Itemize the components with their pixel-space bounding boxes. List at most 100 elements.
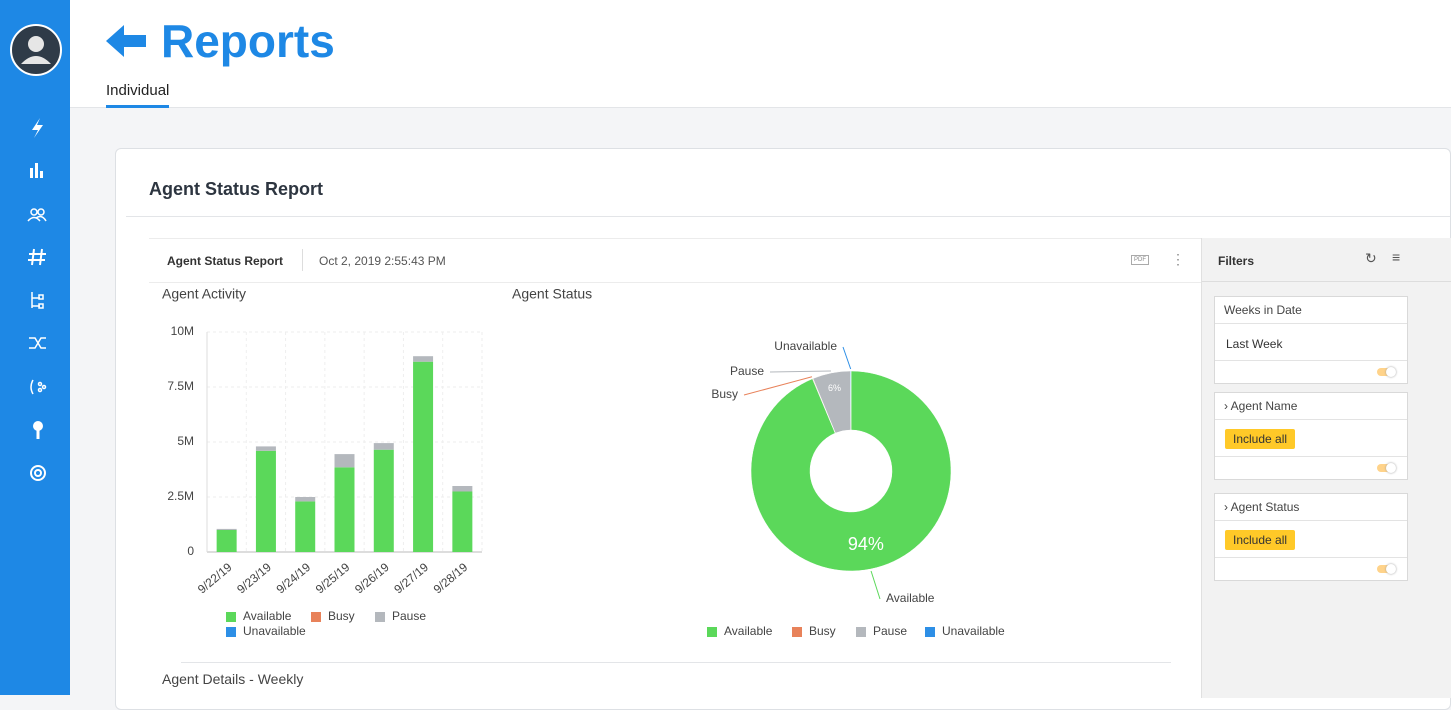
bar-segment — [216, 528, 237, 530]
callout-line — [743, 376, 813, 396]
y-tick-label: 5M — [177, 434, 194, 448]
filter-label-text: Agent Status — [1230, 500, 1300, 514]
filter-body: Include all — [1215, 521, 1407, 558]
nav-icon[interactable] — [27, 208, 47, 222]
bar-segment — [373, 443, 394, 450]
sidebar-icons — [10, 24, 62, 481]
bar-segment — [216, 530, 237, 552]
bar-segment — [452, 491, 473, 552]
y-tick-label: 0 — [187, 544, 194, 558]
callout-label: Unavailable — [774, 339, 837, 353]
legend-swatch — [311, 612, 321, 622]
legend-swatch — [707, 627, 717, 637]
bar-segment — [334, 467, 355, 552]
legend-label: Unavailable — [942, 624, 1005, 638]
x-tick-label: 9/25/19 — [313, 560, 353, 597]
bar-chart: Agent Activity 0 2.5M 5M 7.5M 10M 9/22/19 9/23/… — [162, 286, 483, 638]
nav-icon[interactable] — [31, 292, 44, 309]
callout-label: Busy — [711, 387, 738, 401]
nav-icon[interactable] — [28, 248, 46, 266]
sidebar — [0, 0, 70, 695]
filter-label[interactable]: › Agent Status — [1215, 494, 1407, 521]
legend-label: Available — [243, 609, 292, 623]
nav-icon[interactable] — [33, 421, 43, 439]
legend-label: Busy — [328, 609, 355, 623]
legend-label: Busy — [809, 624, 836, 638]
filter-body: Last Week — [1215, 324, 1407, 361]
toggle[interactable] — [1215, 361, 1407, 383]
nav-icon[interactable] — [30, 379, 47, 395]
bar-segment — [295, 497, 316, 502]
x-tick-label: 9/28/19 — [431, 560, 471, 597]
legend-swatch — [856, 627, 866, 637]
filters-panel: Filters ↻ ≡ Weeks in Date Last Week › Ag… — [1201, 238, 1451, 698]
legend-label: Pause — [873, 624, 907, 638]
bar-segment — [295, 501, 316, 552]
y-tick-label: 10M — [171, 324, 194, 338]
nav-icon[interactable] — [29, 337, 46, 349]
donut-slice — [750, 370, 952, 572]
toolbar-title: Agent Status Report — [167, 254, 284, 268]
filters-title: Filters — [1218, 254, 1255, 268]
menu-button[interactable]: ≡ — [1392, 249, 1401, 265]
filter-label-text: Agent Name — [1230, 399, 1298, 413]
bar-segment — [413, 356, 434, 362]
callout-line — [769, 370, 831, 373]
value-label: 94% — [848, 534, 884, 554]
filter-label[interactable]: › Agent Name — [1215, 393, 1407, 420]
bar-segment — [452, 486, 473, 492]
legend-swatch — [226, 612, 236, 622]
x-tick-label: 9/24/19 — [274, 560, 314, 597]
legend-label: Pause — [392, 609, 426, 623]
legend-swatch — [925, 627, 935, 637]
callout-line — [870, 570, 881, 600]
nav-icon[interactable] — [30, 465, 46, 481]
filter-group: › Agent Name Include all — [1214, 392, 1408, 480]
filter-chip[interactable]: Include all — [1225, 530, 1296, 550]
chart-title: Agent Status — [512, 286, 592, 302]
divider — [126, 216, 1450, 217]
avatar-head — [28, 36, 44, 52]
callout-label: Available — [886, 591, 935, 605]
nav-icon[interactable] — [30, 163, 43, 178]
filter-value[interactable]: Last Week — [1226, 337, 1283, 351]
nav-icon[interactable] — [32, 118, 43, 138]
legend-swatch — [226, 627, 236, 637]
x-tick-label: 9/23/19 — [234, 560, 274, 597]
bar-segment — [255, 446, 276, 451]
back-arrow[interactable] — [106, 24, 148, 58]
legend-label: Available — [724, 624, 773, 638]
pdf-button[interactable]: PDF — [1131, 255, 1149, 265]
more-menu[interactable]: ⋮ — [1171, 251, 1185, 267]
bar-segment — [373, 449, 394, 552]
chart-title: Agent Activity — [162, 286, 246, 302]
header: Reports Individual — [70, 0, 1451, 108]
timestamp: Oct 2, 2019 2:55:43 PM — [319, 254, 446, 268]
legend-swatch — [792, 627, 802, 637]
toggle[interactable] — [1215, 558, 1407, 580]
tab[interactable]: Individual — [106, 82, 170, 108]
callout-line — [842, 346, 852, 370]
separator — [302, 249, 303, 271]
legend-label: Unavailable — [243, 624, 306, 638]
x-tick-label: 9/27/19 — [391, 560, 431, 597]
section-title: Agent Details - Weekly — [162, 671, 304, 687]
filter-chip[interactable]: Include all — [1225, 429, 1296, 449]
legend-swatch — [375, 612, 385, 622]
avatar-body — [21, 56, 51, 64]
donut-slice — [850, 370, 852, 431]
filter-label: Weeks in Date — [1215, 297, 1407, 324]
page-title: Reports — [161, 15, 335, 67]
bar-segment — [413, 361, 434, 552]
bar-segment — [255, 450, 276, 552]
filter-group: › Agent Status Include all — [1214, 493, 1408, 581]
divider — [181, 662, 1171, 663]
y-tick-label: 2.5M — [167, 489, 194, 503]
card-title: Agent Status Report — [149, 179, 324, 199]
toggle[interactable] — [1215, 457, 1407, 479]
value-label: 6% — [828, 383, 841, 393]
filter-group: Weeks in Date Last Week — [1214, 296, 1408, 384]
x-tick-label: 9/26/19 — [352, 560, 392, 597]
reset-button[interactable]: ↻ — [1365, 250, 1377, 266]
